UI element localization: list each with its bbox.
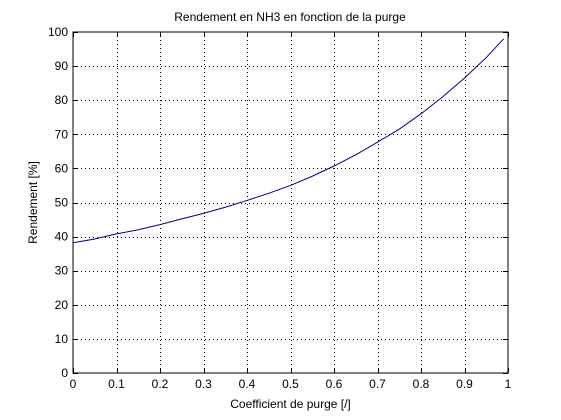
x-tick-label: 0 [70, 377, 77, 391]
y-axis-label: Rendement [%] [26, 161, 40, 244]
plot-area [73, 32, 508, 373]
ticks: 0 0.1 0.2 0.3 0.4 0.5 0.6 0.7 0.8 0.9 101020304050… [48, 25, 512, 391]
grid [73, 32, 508, 373]
x-axis-label: Coefficient de purge [/] [230, 397, 351, 411]
x-tick-label: 0.9 [456, 377, 473, 391]
x-tick-label: 0.4 [239, 377, 256, 391]
y-tick-label: 80 [55, 93, 69, 107]
y-tick-label: 60 [55, 161, 69, 175]
chart-title: Rendement en NH3 en fonction de la purge [174, 10, 406, 24]
axes-box [72, 31, 509, 374]
x-tick-label: 1 [505, 377, 512, 391]
x-tick-label: 0.5 [282, 377, 299, 391]
y-tick-label: 30 [55, 264, 69, 278]
y-tick-label: 10 [55, 332, 69, 346]
y-tick-label: 20 [55, 298, 69, 312]
x-tick-label: 0.7 [369, 377, 386, 391]
y-tick-label: 100 [48, 25, 68, 39]
y-tick-label: 50 [55, 196, 69, 210]
x-tick-label: 0.3 [195, 377, 212, 391]
y-tick-label: 70 [55, 127, 69, 141]
x-tick-label: 0.2 [152, 377, 169, 391]
x-tick-label: 0.8 [413, 377, 430, 391]
series-layer [72, 38, 505, 244]
y-tick-label: 40 [55, 230, 69, 244]
x-tick-label: 0.1 [108, 377, 125, 391]
y-tick-label: 90 [55, 59, 69, 73]
series-line [72, 38, 505, 244]
x-tick-label: 0.6 [326, 377, 343, 391]
y-tick-label: 0 [61, 366, 68, 380]
